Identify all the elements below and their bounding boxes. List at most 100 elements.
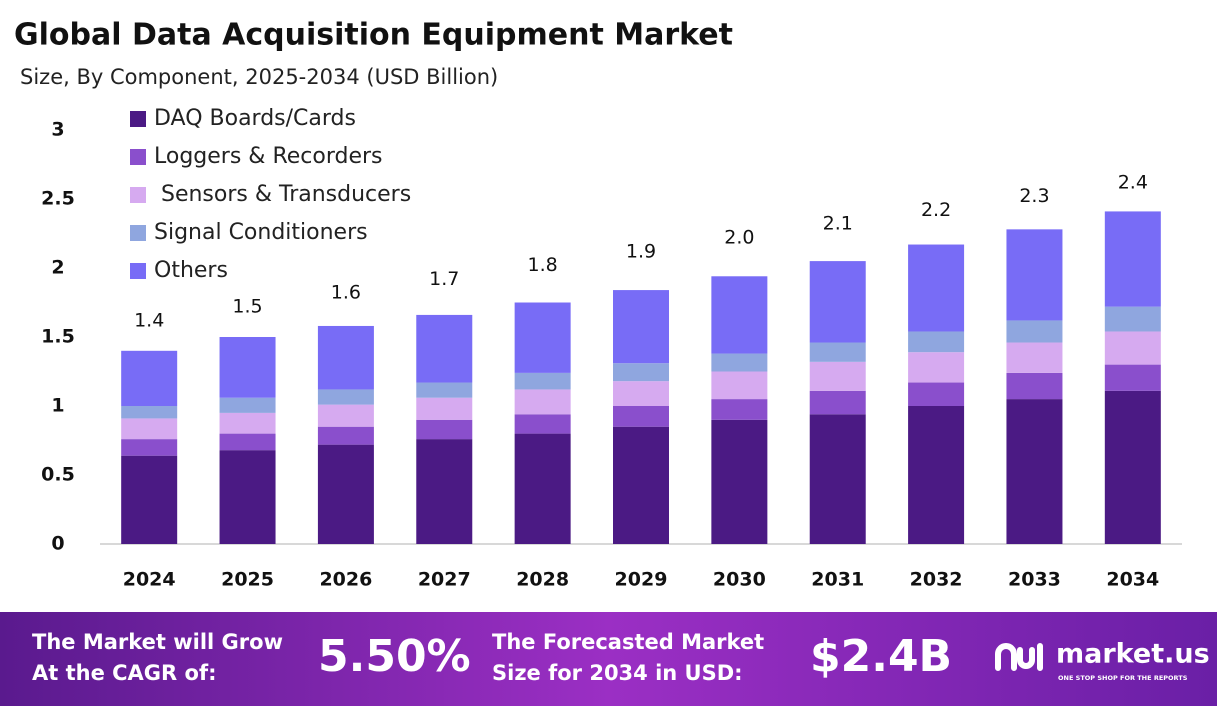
y-tick-label: 1.5	[41, 326, 75, 348]
y-tick-label: 2.5	[41, 188, 75, 210]
bar-segment	[711, 353, 768, 372]
total-label: 1.4	[134, 309, 164, 331]
bar-segment	[514, 389, 571, 415]
bar-segment	[121, 455, 178, 544]
legend-label: Others	[154, 258, 228, 283]
bar-segment	[711, 371, 768, 400]
bar-segment	[711, 276, 768, 354]
bar-segment	[1104, 331, 1161, 365]
total-label: 1.7	[429, 268, 459, 290]
bar-segment	[416, 419, 473, 440]
bar-segment	[416, 314, 473, 383]
x-tick-label: 2025	[221, 569, 274, 591]
total-label: 1.6	[331, 282, 361, 304]
bar-segment	[1104, 306, 1161, 332]
bar-segment	[711, 419, 768, 544]
total-label: 2.0	[724, 227, 754, 249]
y-tick-label: 0	[51, 533, 64, 555]
x-tick-label: 2024	[123, 569, 176, 591]
chart-title: Global Data Acquisition Equipment Market	[14, 18, 733, 53]
x-tick-label: 2028	[516, 569, 569, 591]
bar-segment	[809, 361, 866, 391]
bar-segment	[219, 337, 276, 398]
legend-swatch	[130, 225, 146, 241]
bar-segment	[613, 406, 669, 427]
total-label: 2.4	[1118, 171, 1148, 193]
x-tick-label: 2027	[418, 569, 471, 591]
legend-swatch	[130, 263, 146, 279]
footer: The Market will Grow At the CAGR of: 5.5…	[32, 630, 1210, 685]
bar-segment	[317, 444, 374, 544]
bar-segment	[416, 397, 473, 420]
bar-segment	[1104, 364, 1161, 391]
bar-segment	[908, 331, 965, 353]
y-tick-label: 0.5	[41, 464, 75, 486]
bar-segment	[416, 382, 473, 398]
legend-label: Loggers & Recorders	[154, 144, 383, 169]
bar-segment	[416, 439, 473, 544]
total-label: 1.8	[528, 254, 558, 276]
bar-segment	[1006, 399, 1063, 544]
bar-segment	[809, 342, 866, 362]
x-tick-label: 2026	[319, 569, 372, 591]
bar-segment	[711, 399, 768, 420]
legend-swatch	[130, 111, 146, 127]
footer-text: The Market will Grow	[32, 630, 283, 654]
bar-segment	[514, 433, 571, 544]
bar-segment	[1006, 229, 1063, 321]
tagline: ONE STOP SHOP FOR THE REPORTS	[1058, 674, 1188, 682]
footer-text: Size for 2034 in USD:	[492, 661, 743, 685]
logo-icon	[995, 643, 1043, 671]
chart-subtitle: Size, By Component, 2025-2034 (USD Billi…	[20, 65, 498, 89]
y-tick-label: 2	[51, 257, 64, 279]
bar-segment	[121, 418, 178, 440]
footer-text: At the CAGR of:	[32, 661, 217, 685]
footer-text: The Forecasted Market	[492, 630, 764, 654]
bar-segment	[1104, 390, 1161, 544]
footer-value: 5.50%	[318, 631, 471, 682]
bar-segment	[317, 325, 374, 390]
total-label: 2.1	[823, 213, 853, 235]
x-tick-label: 2029	[615, 569, 668, 591]
total-label: 1.9	[626, 240, 656, 262]
legend-label: Sensors & Transducers	[154, 182, 411, 207]
legend-label: DAQ Boards/Cards	[154, 106, 356, 131]
legend-label: Signal Conditioners	[154, 220, 368, 245]
brand: market.us	[1056, 639, 1210, 670]
bar-segment	[908, 244, 965, 332]
bar-segment	[514, 302, 571, 373]
legend-swatch	[130, 187, 146, 203]
total-label: 1.5	[232, 296, 262, 318]
x-tick-label: 2031	[811, 569, 864, 591]
legend-swatch	[130, 149, 146, 165]
bar-segment	[809, 261, 866, 343]
bar-segment	[219, 412, 276, 434]
bar-segment	[908, 352, 965, 383]
bar-segment	[219, 450, 276, 544]
bar-segment	[809, 414, 866, 544]
bar-segment	[514, 414, 571, 434]
bar-segment	[317, 404, 374, 427]
bar-segment	[219, 433, 276, 451]
y-tick-label: 3	[51, 119, 64, 141]
y-tick-label: 1	[51, 395, 64, 417]
bar-segment	[121, 406, 178, 419]
bar-segment	[1006, 320, 1063, 343]
bar-segment	[121, 439, 178, 456]
bar-segment	[908, 406, 965, 544]
x-tick-label: 2032	[910, 569, 963, 591]
bar-segment	[317, 389, 374, 405]
bar-segment	[317, 426, 374, 445]
bar-segment	[613, 426, 669, 544]
bar-segment	[1006, 342, 1063, 373]
x-tick-label: 2033	[1008, 569, 1061, 591]
bar-segment	[613, 290, 669, 364]
bar-segment	[514, 372, 571, 390]
bar-segment	[1104, 211, 1161, 307]
bar-segment	[121, 350, 178, 406]
bar-segment	[613, 381, 669, 406]
x-tick-label: 2030	[713, 569, 766, 591]
footer-value: $2.4B	[810, 631, 952, 682]
